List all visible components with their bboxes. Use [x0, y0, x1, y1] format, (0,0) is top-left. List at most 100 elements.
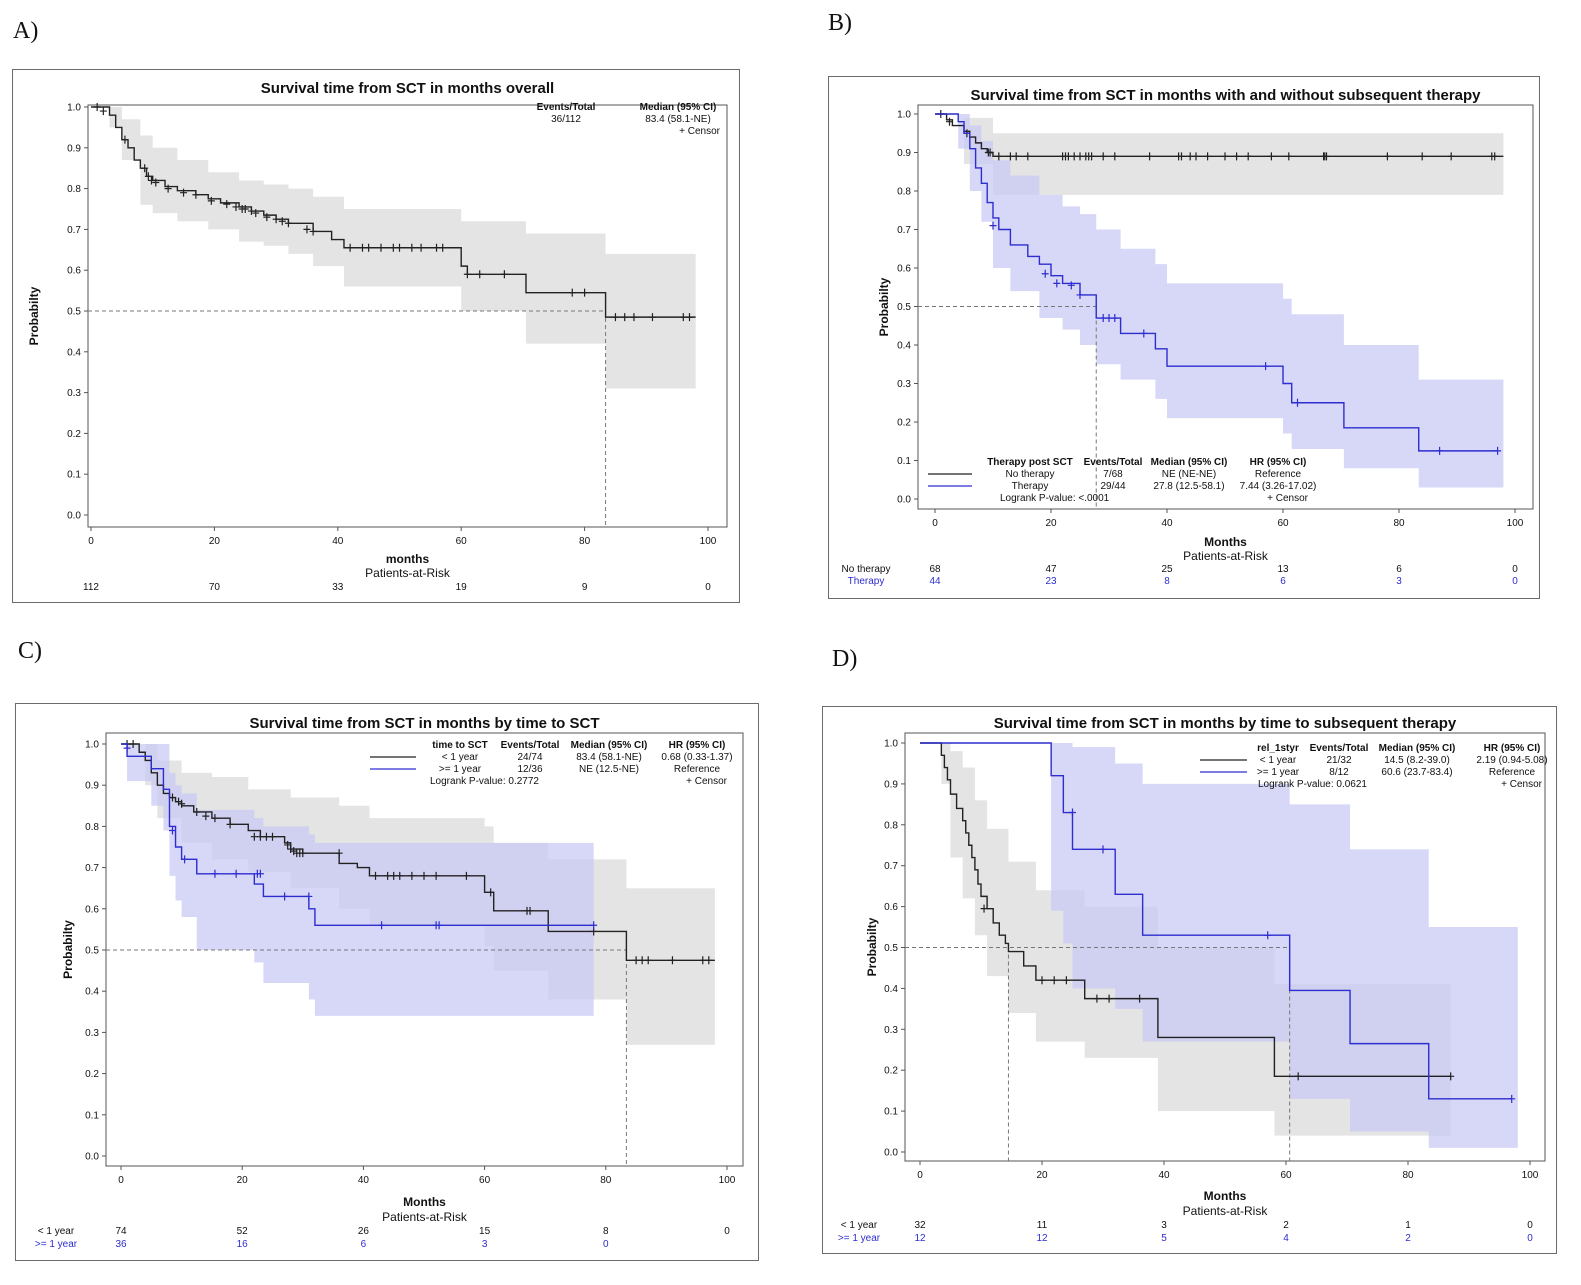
risk-count: 0 [603, 1239, 609, 1250]
risk-count: 3 [482, 1239, 488, 1250]
y-tick-label: 0.1 [85, 1110, 99, 1121]
y-tick-label: 0.6 [67, 266, 81, 277]
legend-median: 60.6 (23.7-83.4) [1381, 767, 1452, 778]
censor-mark [278, 217, 286, 226]
censor-mark [1088, 152, 1096, 161]
censor-mark [420, 871, 428, 880]
risk-count: 0 [724, 1226, 730, 1237]
legend-hr: 7.44 (3.26-17.02) [1240, 481, 1317, 492]
legend-label: < 1 year [1260, 755, 1297, 766]
y-axis-label: Probabilty [27, 286, 41, 345]
y-tick-label: 0.1 [897, 456, 911, 467]
y-tick-label: 0.3 [67, 388, 81, 399]
censor-mark [284, 219, 292, 228]
censor-mark [1221, 152, 1229, 161]
y-tick-label: 0.4 [884, 984, 898, 995]
x-tick-label: 0 [917, 1170, 923, 1181]
legend-header: Median (95% CI) [1151, 457, 1228, 468]
risk-count: 6 [361, 1239, 367, 1250]
legend-median: NE (12.5-NE) [579, 764, 639, 775]
censor-mark [299, 849, 307, 858]
risk-count: 70 [209, 582, 221, 593]
censor-mark [269, 832, 276, 841]
risk-count: 19 [456, 582, 468, 593]
censor-mark [247, 207, 255, 216]
legend-pvalue: Logrank P-value: 0.2772 [430, 776, 539, 787]
censor-mark [358, 243, 366, 252]
censor-mark [1447, 1072, 1455, 1081]
censor-mark [147, 176, 155, 185]
x-tick-label: 60 [479, 1175, 491, 1186]
censor-mark [152, 178, 160, 187]
chart-title: Survival time from SCT in months with an… [970, 87, 1481, 104]
censor-mark [1024, 152, 1032, 161]
legend-events: 8/12 [1329, 767, 1349, 778]
censor-mark [1178, 152, 1185, 161]
y-tick-label: 0.4 [85, 987, 99, 998]
x-tick-label: 20 [1045, 518, 1057, 529]
censor-mark [1192, 152, 1200, 161]
censor-mark [1093, 994, 1101, 1003]
risk-count: 0 [1512, 576, 1518, 587]
panel-label-d: D) [832, 646, 858, 672]
legend-header: HR (95% CI) [1484, 743, 1541, 754]
legend: rel_1styr Events/Total Median (95% CI) HR (… [1200, 743, 1548, 790]
censor-mark [211, 814, 219, 823]
risk-count: 6 [1396, 564, 1402, 575]
censor-mark [1262, 362, 1270, 371]
y-tick-label: 0.6 [897, 264, 911, 275]
censor-mark [1099, 845, 1107, 854]
x-tick-label: 80 [1402, 1170, 1414, 1181]
legend-median: 83.4 (58.1-NE) [576, 752, 642, 763]
risk-count: 0 [1512, 564, 1518, 575]
censor-mark [590, 921, 598, 930]
censor-mark [1244, 152, 1252, 161]
censor-mark [432, 871, 440, 880]
y-tick-label: 0.5 [85, 946, 99, 957]
x-tick-label: 80 [1393, 518, 1405, 529]
x-tick-label: 40 [332, 536, 344, 547]
risk-count: 9 [582, 582, 588, 593]
censor-mark [1053, 279, 1061, 288]
y-tick-label: 0.3 [897, 379, 911, 390]
risk-count: 23 [1045, 576, 1057, 587]
censor-mark [568, 288, 576, 297]
y-tick-label: 0.1 [67, 470, 81, 481]
censor-mark [202, 812, 210, 821]
risk-count: 3 [1396, 576, 1402, 587]
legend-median: NE (NE-NE) [1162, 469, 1216, 480]
y-tick-label: 0.7 [85, 863, 99, 874]
censor-mark [390, 871, 398, 880]
censor-mark [1050, 976, 1058, 985]
x-tick-label: 0 [932, 518, 938, 529]
legend-header: Events/Total [537, 102, 596, 113]
censor-mark [1494, 446, 1502, 455]
chart-title: Survival time from SCT in months by time… [249, 715, 599, 732]
censor-mark [256, 832, 264, 841]
censor-mark [396, 243, 403, 252]
censor-mark [287, 845, 295, 854]
censor-mark [175, 797, 183, 806]
legend-header: time to SCT [432, 740, 488, 751]
censor-mark [408, 871, 416, 880]
risk-count: 4 [1283, 1233, 1289, 1244]
censor-mark [1264, 931, 1272, 940]
censor-mark [500, 270, 508, 279]
censor-mark [1418, 152, 1426, 161]
legend-label: < 1 year [442, 752, 479, 763]
risk-count: 0 [1527, 1233, 1533, 1244]
legend: Events/Total Median (95% CI) 36/112 83.4 (5… [537, 102, 721, 137]
censor-mark [1111, 152, 1119, 161]
legend-pvalue: Logrank P-value: <.0001 [1000, 493, 1110, 504]
censor-mark [263, 213, 271, 222]
risk-count: 12 [914, 1233, 926, 1244]
legend-label: Therapy [1012, 481, 1049, 492]
y-tick-label: 0.3 [884, 1025, 898, 1036]
panel-a-chart: Survival time from SCT in months overall… [27, 80, 728, 593]
ci-band-1 [920, 743, 1518, 1148]
y-axis-label: Probabilty [877, 277, 891, 336]
censor-mark [1447, 152, 1455, 161]
censor-mark [141, 164, 149, 173]
legend-header: Median (95% CI) [571, 740, 648, 751]
x-tick-label: 60 [456, 536, 468, 547]
